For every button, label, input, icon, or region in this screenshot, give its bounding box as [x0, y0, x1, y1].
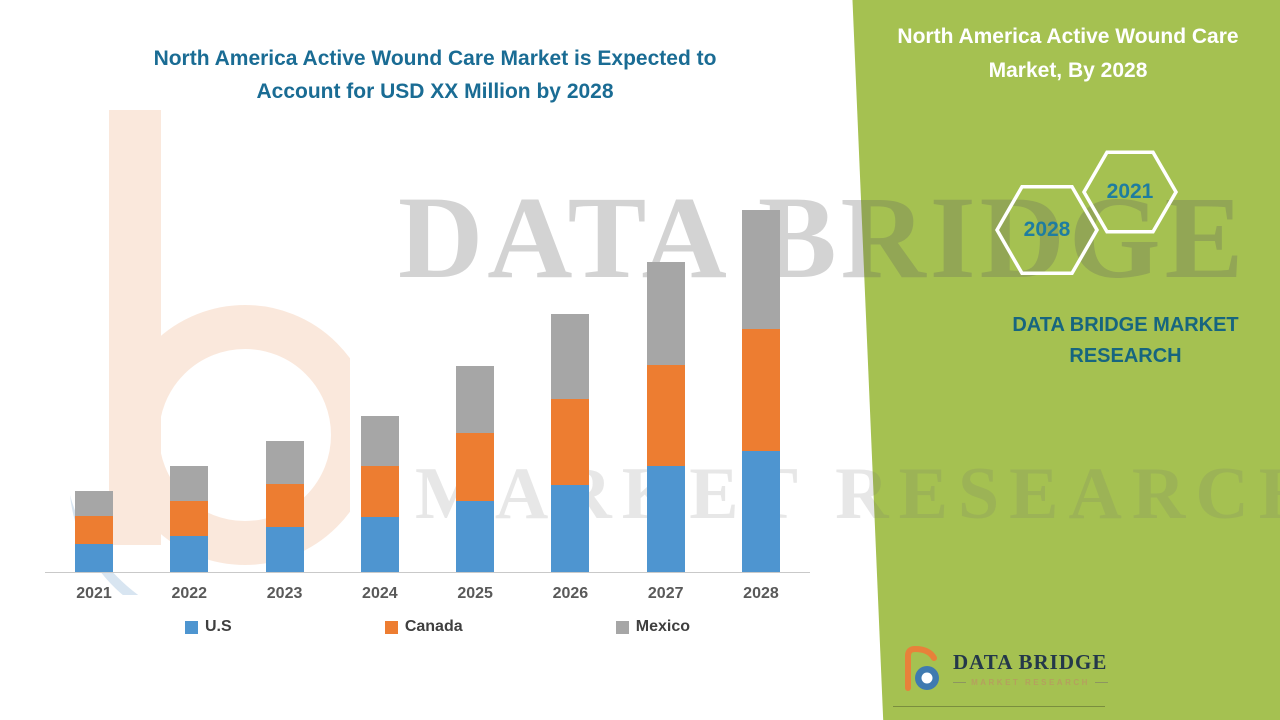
bar-column-2021 [75, 491, 113, 572]
footer-logo-text: DATA BRIDGE MARKET RESEARCH [953, 650, 1108, 687]
x-axis-label: 2025 [457, 585, 493, 602]
bar-segment-us [646, 466, 685, 572]
bar-segment-canada [456, 433, 495, 501]
brand-text-line1: DATA BRIDGE MARKET [1012, 314, 1239, 336]
legend-label: Mexico [635, 618, 690, 635]
bar-column-2023 [265, 441, 304, 572]
footer-logo-name: DATA BRIDGE [953, 649, 1108, 674]
bar-segment-canada [75, 516, 113, 544]
x-axis-labels: 2021 2022 2023 2024 2025 2026 2027 2028 [45, 585, 810, 603]
legend-swatch [615, 620, 629, 634]
side-panel-heading: North America Active Wound Care Market, … [878, 20, 1258, 88]
x-axis-label: 2021 [76, 585, 112, 602]
bar-segment-canada [170, 501, 209, 536]
legend-label: Canada [404, 618, 463, 635]
bar-segment-us [456, 501, 495, 572]
bar-segment-canada [551, 399, 590, 485]
bar-segment-mexico [741, 210, 780, 329]
bar-segment-canada [360, 466, 399, 517]
bar-segment-mexico [170, 466, 209, 501]
hexagon-year-2028: 2028 [1023, 218, 1071, 241]
bar-segment-us [551, 485, 590, 572]
x-axis-label: 2026 [552, 585, 589, 602]
subtitle-rule-right [1094, 681, 1108, 683]
bar-segment-mexico [646, 262, 685, 365]
bar-column-2024 [360, 416, 399, 572]
bar-column-2028 [741, 210, 780, 572]
bar-segment-us [360, 517, 399, 572]
x-axis-label: 2023 [266, 585, 303, 602]
bar-segment-us [265, 527, 304, 572]
bar-segment-canada [741, 329, 780, 451]
bar-segment-us [75, 544, 113, 572]
hexagon-badges-icon [995, 150, 1179, 276]
legend-item-us: U.S [185, 618, 232, 636]
bar-column-2022 [170, 466, 209, 572]
footer-logo-subtitle: MARKET RESEARCH [971, 677, 1090, 687]
footer-logo-underline [893, 706, 1105, 707]
stacked-bar-chart: 2021 2022 2023 2024 2025 2026 2027 2028 [45, 190, 810, 603]
bar-segment-mexico [360, 416, 399, 466]
legend-label: U.S [205, 618, 232, 635]
bar-segment-mexico [265, 441, 304, 484]
legend-item-mexico: Mexico [615, 618, 690, 636]
bar-segment-mexico [75, 491, 113, 516]
x-axis-label: 2022 [171, 585, 208, 602]
footer-logo-subtitle-row: MARKET RESEARCH [953, 678, 1108, 687]
data-bridge-b-icon [905, 645, 939, 691]
plot-area [45, 190, 810, 573]
chart-title-line2: Account for USD XX Million by 2028 [256, 80, 614, 103]
chart-title-line1: North America Active Wound Care Market i… [153, 47, 717, 70]
hexagon-year-2021: 2021 [1106, 180, 1154, 203]
chart-title: North America Active Wound Care Market i… [75, 42, 795, 108]
subtitle-rule-left [953, 681, 967, 683]
bar-column-2027 [646, 262, 685, 572]
brand-text-line2: RESEARCH [1069, 345, 1182, 367]
bar-segment-canada [265, 484, 304, 527]
bar-segment-mexico [456, 366, 495, 433]
bar-segment-mexico [551, 314, 590, 399]
side-panel-heading-line1: North America Active Wound Care [897, 25, 1239, 48]
x-axis-label: 2027 [647, 585, 684, 602]
legend-item-canada: Canada [384, 618, 463, 636]
legend-swatch [384, 620, 398, 634]
bar-column-2026 [551, 314, 590, 572]
footer-logo: DATA BRIDGE MARKET RESEARCH [893, 640, 1108, 696]
x-axis-label: 2024 [362, 585, 398, 602]
chart-legend: U.S Canada Mexico [185, 618, 690, 636]
brand-text: DATA BRIDGE MARKET RESEARCH [1008, 310, 1243, 372]
bar-segment-us [741, 451, 780, 572]
bar-column-2025 [456, 366, 495, 572]
x-axis-label: 2028 [743, 585, 779, 602]
side-panel-heading-line2: Market, By 2028 [988, 59, 1148, 82]
bar-segment-canada [646, 365, 685, 466]
legend-swatch [185, 620, 198, 634]
bar-segment-us [170, 536, 209, 572]
